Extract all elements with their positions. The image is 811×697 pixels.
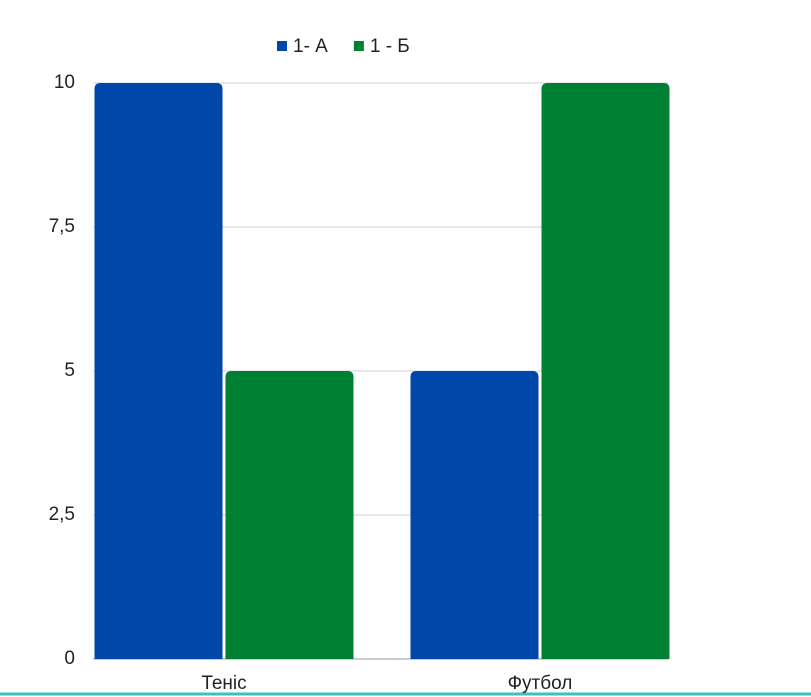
- y-tick-label: 5: [64, 360, 75, 381]
- bar: [410, 371, 539, 659]
- y-tick-label: 10: [54, 72, 75, 93]
- legend-swatch: [353, 41, 364, 51]
- bar: [225, 371, 354, 659]
- y-tick-label: 7,5: [49, 216, 75, 237]
- bar: [541, 83, 670, 659]
- x-tick-label: Теніс: [201, 673, 246, 694]
- bar: [94, 83, 223, 659]
- y-tick-label: 2,5: [49, 504, 75, 525]
- y-tick-label: 0: [64, 648, 75, 669]
- x-tick-label: Футбол: [508, 673, 573, 694]
- legend-label: 1- А: [293, 36, 328, 57]
- legend-label: 1 - Б: [370, 36, 410, 57]
- legend-swatch: [277, 41, 287, 51]
